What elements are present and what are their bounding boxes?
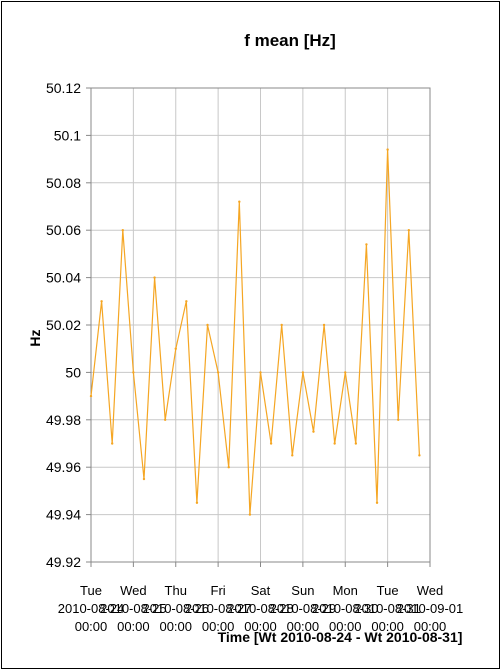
x-tick-day: Tue: [80, 583, 102, 598]
y-tick-label: 50.12: [46, 80, 81, 96]
x-tick-date: 2010-08-24: [58, 601, 125, 616]
x-tick-day: Sat: [251, 583, 271, 598]
data-point: [259, 371, 262, 374]
data-point: [333, 442, 336, 445]
y-tick-label: 50.02: [46, 317, 81, 333]
x-tick-day: Mon: [333, 583, 358, 598]
x-tick-time: 00:00: [117, 619, 150, 634]
y-tick-label: 50.04: [46, 270, 81, 286]
x-tick-time: 00:00: [371, 619, 404, 634]
data-point: [248, 513, 252, 516]
data-point: [418, 454, 421, 457]
data-point: [100, 300, 103, 303]
chart-title: f mean [Hz]: [244, 31, 336, 50]
x-tick-time: 00:00: [202, 619, 235, 634]
data-point: [291, 454, 294, 457]
y-tick-label: 49.96: [46, 459, 81, 475]
x-axis-label: Time [Wt 2010-08-24 - Wt 2010-08-31]: [218, 629, 463, 645]
data-point: [174, 347, 177, 350]
x-tick-date: 2010-08-31: [354, 601, 421, 616]
x-tick-time: 00:00: [159, 619, 192, 634]
y-axis: 50.12 50.1 50.08 50.06 50.04 50.02 50 49.98 49.9…: [46, 80, 91, 570]
x-tick-time: 00:00: [244, 619, 277, 634]
x-tick-day: Thu: [165, 583, 187, 598]
x-tick-date: 2010-08-29: [270, 601, 337, 616]
y-tick-label: 49.98: [46, 412, 81, 428]
data-point: [354, 442, 358, 445]
x-tick-date: 2010-09-01: [397, 601, 464, 616]
data-point: [238, 200, 241, 203]
data-point: [163, 418, 167, 421]
data-point: [280, 323, 283, 327]
data-point: [121, 229, 124, 232]
x-tick-date: 2010-08-25: [100, 601, 167, 616]
x-tick-time: 00:00: [287, 619, 320, 634]
data-point: [344, 371, 347, 374]
x-tick-day: Wed: [417, 583, 444, 598]
y-tick-label: 49.94: [46, 507, 81, 523]
series-line: [90, 149, 420, 516]
y-tick-label: 49.92: [46, 554, 81, 570]
data-point: [110, 442, 114, 445]
data-point: [386, 148, 389, 151]
y-tick-label: 50: [65, 364, 81, 380]
data-point: [216, 371, 220, 374]
x-tick-day: Sun: [291, 583, 314, 598]
x-tick-day: Fri: [211, 583, 226, 598]
data-point: [142, 477, 146, 481]
data-point: [301, 371, 305, 374]
data-point: [195, 501, 199, 504]
x-tick-time: 00:00: [75, 619, 108, 634]
x-tick-time: 00:00: [414, 619, 447, 634]
grid: [90, 87, 431, 563]
x-tick-date: 2010-08-26: [143, 601, 210, 616]
y-tick-label: 50.06: [46, 222, 81, 238]
data-point: [185, 300, 188, 303]
data-point: [132, 371, 135, 374]
data-point: [89, 394, 93, 398]
data-point: [375, 501, 379, 504]
series-layer: [89, 148, 421, 516]
data-point: [227, 466, 230, 469]
data-point: [153, 276, 156, 279]
x-tick-time: 00:00: [329, 619, 362, 634]
y-tick-label: 50.08: [46, 175, 81, 191]
x-tick-date: 2010-08-28: [227, 601, 294, 616]
y-tick-label: 50.1: [54, 127, 81, 143]
x-tick-date: 2010-08-27: [185, 601, 252, 616]
x-tick-date: 2010-08-30: [312, 601, 379, 616]
data-point: [407, 229, 411, 232]
x-axis: Tue 2010-08-24 00:00 Wed 2010-08-25 00:00 Thu 2…: [58, 562, 464, 634]
data-point: [365, 243, 368, 246]
x-tick-day: Wed: [120, 583, 147, 598]
y-axis-label: Hz: [27, 329, 43, 346]
data-point: [322, 323, 326, 327]
x-tick-day: Tue: [377, 583, 399, 598]
data-point: [269, 442, 273, 445]
data-point: [312, 430, 315, 433]
data-point: [206, 323, 209, 327]
data-point: [397, 418, 400, 421]
